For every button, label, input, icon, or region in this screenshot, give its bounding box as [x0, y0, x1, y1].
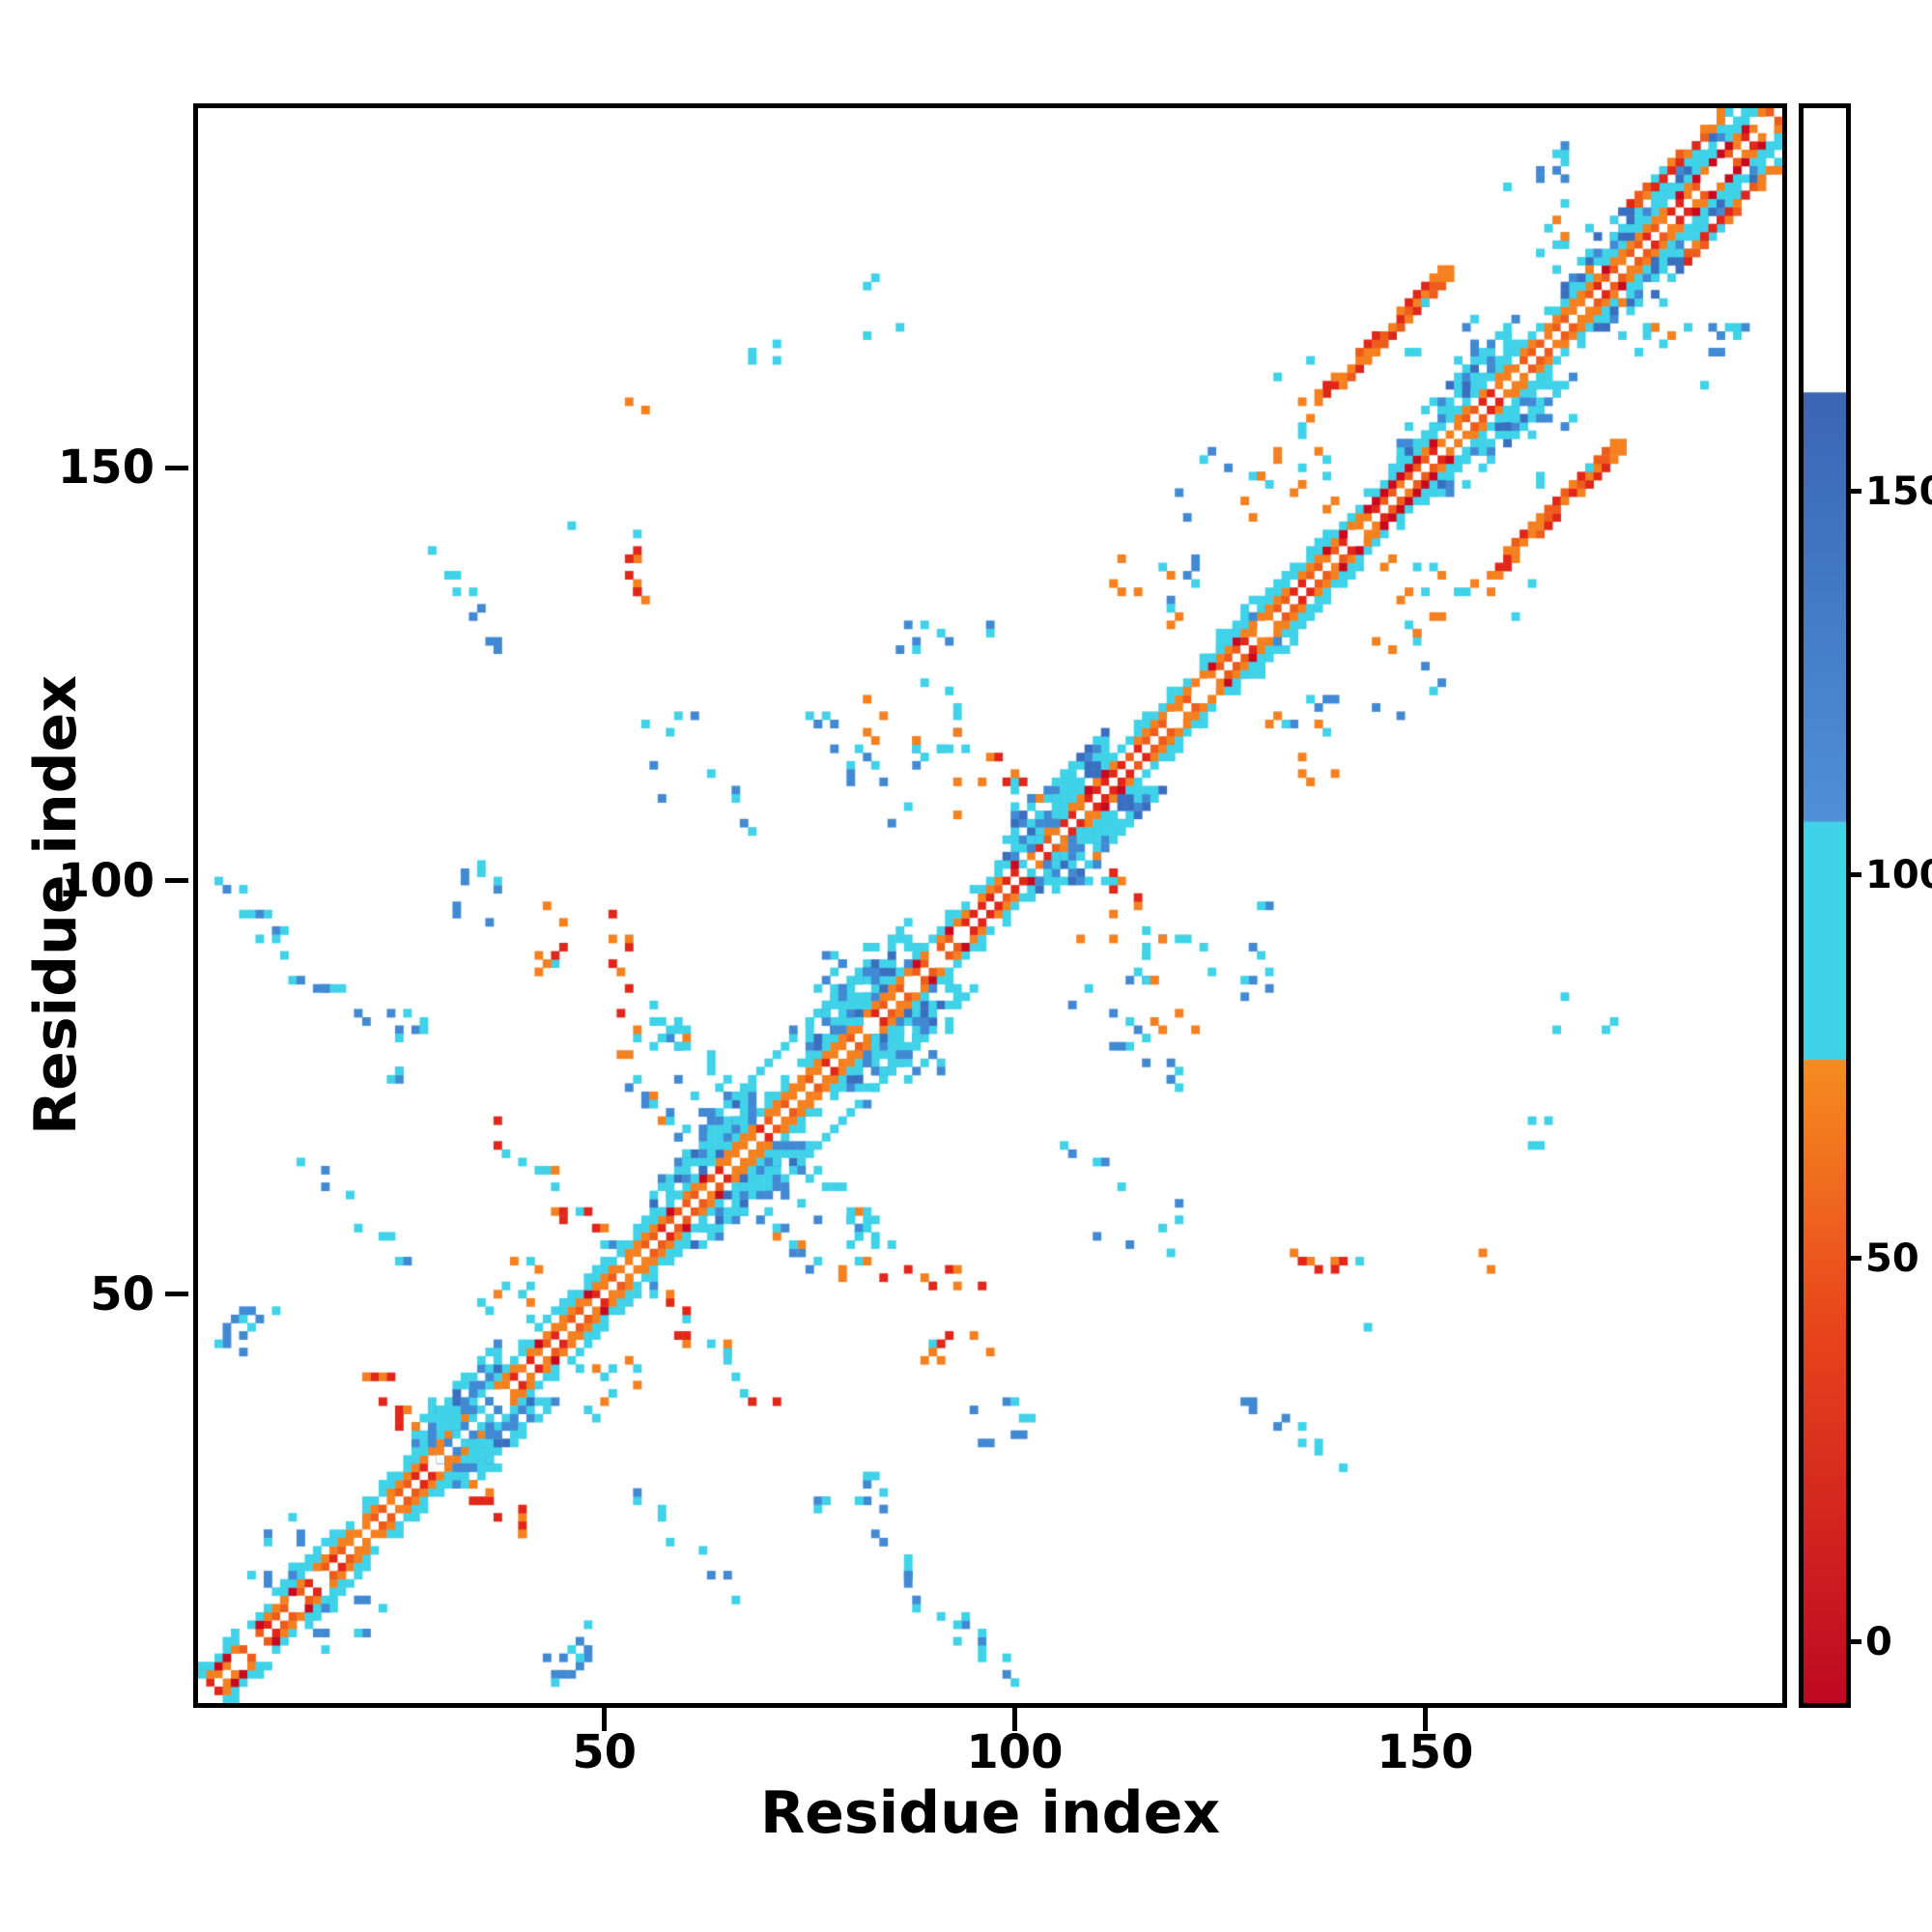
- colorbar-tick-mark: [1846, 1639, 1861, 1644]
- colorbar-tick-label: 100: [1865, 852, 1932, 897]
- x-tick-mark: [1011, 1708, 1017, 1731]
- x-tick-label: 50: [572, 1725, 637, 1779]
- y-tick-label: 150: [57, 440, 155, 496]
- x-axis-label: Residue index: [759, 1779, 1221, 1847]
- x-tick-mark: [1422, 1708, 1428, 1731]
- x-tick-mark: [602, 1708, 608, 1731]
- colorbar: [1799, 103, 1851, 1708]
- colorbar-tick-label: 150: [1865, 469, 1932, 514]
- x-tick-label: 150: [1377, 1725, 1474, 1779]
- y-tick-mark: [165, 465, 188, 470]
- colorbar-tick-mark: [1846, 872, 1861, 878]
- y-tick-label: 100: [57, 853, 155, 908]
- colorbar-tick-mark: [1846, 1256, 1861, 1262]
- colorbar-tick-label: 50: [1865, 1236, 1919, 1281]
- y-tick-mark: [165, 878, 188, 884]
- colorbar-tick-label: 0: [1865, 1619, 1892, 1664]
- x-tick-label: 100: [966, 1725, 1064, 1779]
- y-tick-mark: [165, 1292, 188, 1297]
- colorbar-tick-mark: [1846, 489, 1861, 495]
- colorbar-canvas: [1804, 108, 1846, 1703]
- heatmap-canvas: [198, 108, 1782, 1703]
- plot-area: [193, 103, 1787, 1708]
- y-tick-label: 50: [90, 1266, 155, 1321]
